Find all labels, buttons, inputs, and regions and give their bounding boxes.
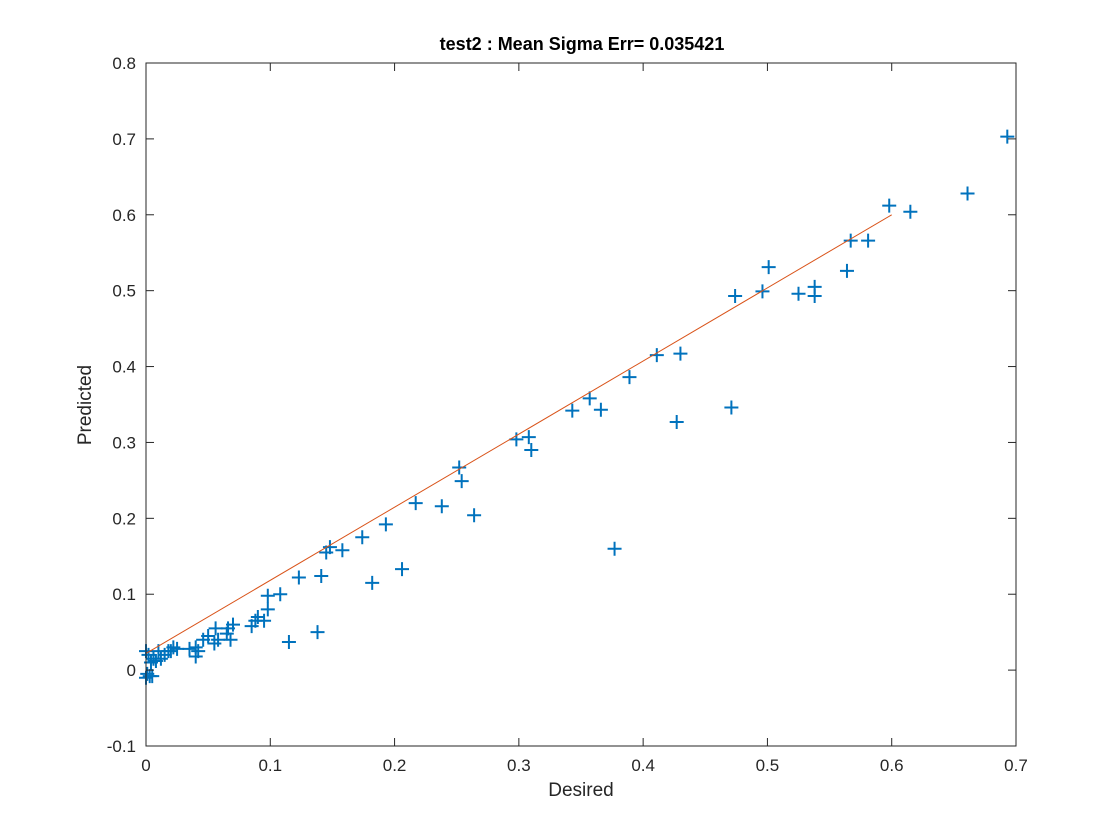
- scatter-point: [807, 279, 822, 294]
- scatter-point: [260, 588, 275, 603]
- scatter-point: [839, 263, 854, 278]
- scatter-point: [170, 641, 185, 656]
- y-tick-label: 0.1: [112, 585, 136, 604]
- scatter-point: [182, 641, 197, 656]
- scatter-point: [145, 669, 160, 684]
- y-tick-label: 0.5: [112, 282, 136, 301]
- y-tick-label: 0.6: [112, 206, 136, 225]
- chart-title: test2 : Mean Sigma Err= 0.035421: [440, 34, 725, 54]
- y-tick-label: 0.7: [112, 130, 136, 149]
- scatter-point: [260, 602, 275, 617]
- y-axis-label: Predicted: [75, 365, 96, 445]
- scatter-point: [395, 562, 410, 577]
- scatter-point: [607, 541, 622, 556]
- scatter-point: [673, 346, 688, 361]
- y-tick-label: 0.8: [112, 54, 136, 73]
- scatter-point: [593, 402, 608, 417]
- y-tick-label: 0: [127, 661, 136, 680]
- x-tick-label: 0: [141, 756, 150, 775]
- plot-area: [139, 129, 1015, 685]
- scatter-point: [509, 432, 524, 447]
- y-tick-label: 0.3: [112, 433, 136, 452]
- x-tick-label: 0.6: [880, 756, 904, 775]
- scatter-point: [434, 499, 449, 514]
- scatter-point: [281, 635, 296, 650]
- scatter-point: [467, 508, 482, 523]
- scatter-point: [223, 632, 238, 647]
- scatter-point: [226, 617, 240, 632]
- scatter-point: [378, 517, 393, 532]
- scatter-point: [211, 632, 226, 647]
- scatter-point: [365, 575, 380, 590]
- x-axis-label: Desired: [548, 780, 613, 801]
- scatter-point: [728, 288, 743, 303]
- y-tick-label: 0.2: [112, 509, 136, 528]
- x-tick-label: 0.5: [756, 756, 780, 775]
- y-tick-label: 0.4: [112, 358, 136, 377]
- y-tick-label: -0.1: [107, 737, 136, 756]
- scatter-point: [903, 204, 918, 219]
- scatter-point: [335, 543, 350, 558]
- axes-box: [145, 62, 1017, 747]
- axes: 0 0.1 0.2 0.3 0.4 0.5 0.6 0.7 -0.1 0 0.1 0.2 0.3 0.4 0…: [107, 54, 1028, 775]
- scatter-point: [861, 233, 876, 248]
- scatter-point: [322, 540, 337, 555]
- scatter-point: [273, 587, 288, 602]
- scatter-point: [521, 430, 536, 445]
- scatter-point: [257, 613, 272, 628]
- scatter-point: [208, 621, 223, 636]
- x-tick-label: 0.7: [1004, 756, 1028, 775]
- scatter-point: [524, 443, 539, 458]
- scatter-point: [291, 570, 306, 585]
- scatter-point: [310, 625, 325, 640]
- x-tick-label: 0.3: [507, 756, 531, 775]
- scatter-point: [314, 569, 329, 584]
- scatter-point: [452, 460, 467, 475]
- scatter-point: [960, 186, 975, 201]
- x-tick-label: 0.4: [631, 756, 655, 775]
- scatter-point: [454, 474, 469, 489]
- scatter-point: [191, 644, 206, 659]
- x-tick-label: 0.2: [383, 756, 407, 775]
- scatter-point: [408, 496, 423, 511]
- scatter-point: [761, 260, 776, 275]
- scatter-point: [582, 391, 597, 406]
- scatter-point: [565, 403, 580, 418]
- scatter-point: [1000, 129, 1015, 144]
- scatter-point: [882, 198, 897, 213]
- scatter-point: [724, 400, 739, 415]
- scatter-point: [755, 284, 770, 299]
- scatter-point: [622, 370, 637, 385]
- scatter-point: [791, 286, 806, 301]
- scatter-point: [669, 414, 684, 429]
- scatter-point: [355, 530, 370, 545]
- fit-line: [145, 214, 892, 654]
- scatter-point: [201, 628, 216, 643]
- scatter-point: [843, 233, 858, 248]
- x-tick-label: 0.1: [258, 756, 282, 775]
